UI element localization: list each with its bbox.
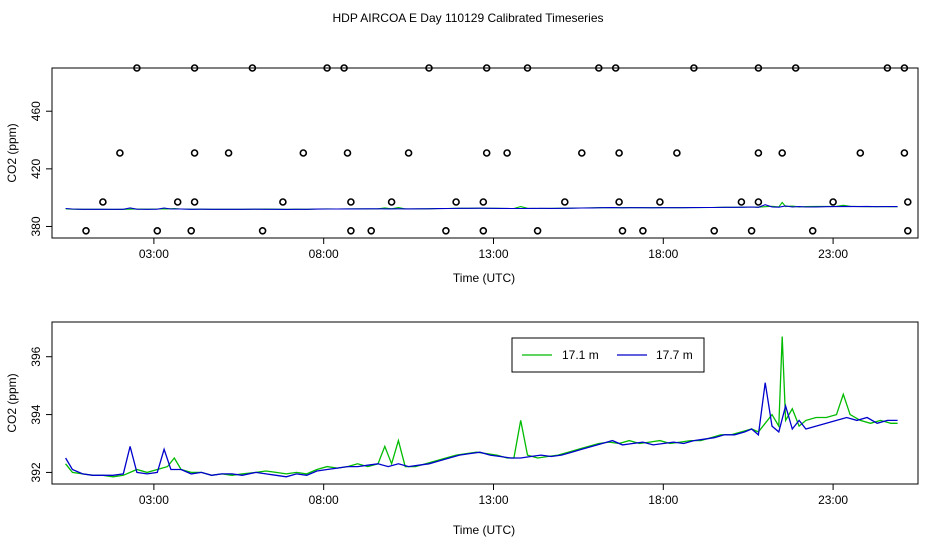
calibration-point bbox=[404, 149, 413, 157]
legend-label-17-7m: 17.7 m bbox=[656, 348, 693, 362]
calibration-point bbox=[340, 64, 348, 72]
calibration-point bbox=[690, 64, 698, 72]
calibration-point bbox=[900, 149, 909, 157]
bottom-x-axis-label: Time (UTC) bbox=[453, 523, 515, 537]
calibration-point bbox=[133, 64, 141, 72]
x-tick-label: 23:00 bbox=[818, 247, 848, 261]
calibration-point bbox=[710, 227, 719, 235]
calibration-point bbox=[116, 149, 124, 157]
series-line-17-1-m bbox=[65, 336, 898, 478]
calibration-point bbox=[747, 227, 756, 235]
calibration-point bbox=[343, 149, 352, 157]
calibration-point bbox=[452, 198, 460, 206]
calibration-point bbox=[279, 198, 287, 206]
x-tick-label: 08:00 bbox=[309, 247, 339, 261]
calibration-point bbox=[425, 64, 433, 72]
top-x-axis: 03:00 08:00 13:00 18:00 23:00 bbox=[139, 238, 848, 261]
x-tick-label: 13:00 bbox=[478, 493, 508, 507]
calibration-point bbox=[347, 227, 355, 235]
calibration-point bbox=[577, 149, 586, 157]
x-tick-label: 13:00 bbox=[478, 247, 508, 261]
calibration-point bbox=[187, 227, 195, 235]
calibration-point bbox=[190, 64, 199, 72]
calibration-point bbox=[299, 149, 308, 157]
calibration-point bbox=[479, 198, 488, 206]
calibration-point bbox=[615, 198, 623, 206]
calibration-point bbox=[190, 198, 199, 206]
bottom-series-lines bbox=[65, 336, 898, 478]
series-line-17-7-m bbox=[65, 382, 898, 478]
calibration-points bbox=[82, 64, 912, 235]
top-series-lines bbox=[65, 201, 898, 210]
calibration-point bbox=[560, 198, 569, 206]
calibration-point bbox=[900, 64, 909, 72]
calibration-point bbox=[347, 198, 355, 206]
calibration-point bbox=[258, 227, 267, 235]
top-plot-frame bbox=[51, 67, 919, 239]
calibration-point bbox=[387, 198, 396, 206]
calibration-point bbox=[639, 227, 647, 235]
calibration-point bbox=[754, 64, 763, 72]
calibration-point bbox=[523, 64, 532, 72]
calibration-point bbox=[673, 149, 681, 157]
bottom-x-axis: 03:00 08:00 13:00 18:00 23:00 bbox=[139, 484, 848, 507]
calibration-point bbox=[503, 149, 511, 157]
legend-label-17-1m: 17.1 m bbox=[562, 348, 599, 362]
y-tick-label: 460 bbox=[29, 101, 43, 121]
calibration-point bbox=[190, 149, 199, 157]
bottom-panel: 03:00 08:00 13:00 18:00 23:00 392 394 396 Time… bbox=[5, 321, 919, 537]
legend: 17.1 m 17.7 m bbox=[511, 337, 705, 373]
y-tick-label: 380 bbox=[29, 216, 43, 236]
calibration-point bbox=[479, 227, 488, 235]
x-tick-label: 18:00 bbox=[648, 247, 678, 261]
calibration-point bbox=[791, 64, 800, 72]
bottom-plot-frame bbox=[51, 321, 919, 485]
calibration-point bbox=[99, 198, 107, 206]
calibration-point bbox=[482, 149, 491, 157]
calibration-point bbox=[656, 198, 664, 206]
x-tick-label: 08:00 bbox=[309, 493, 339, 507]
calibration-point bbox=[856, 149, 865, 157]
top-y-axis-label: CO2 (ppm) bbox=[5, 123, 19, 182]
calibration-point bbox=[808, 227, 817, 235]
calibration-point bbox=[618, 227, 627, 235]
calibration-point bbox=[611, 64, 620, 72]
calibration-point bbox=[153, 227, 162, 235]
top-panel: 03:00 08:00 13:00 18:00 23:00 380 420 460 Time… bbox=[5, 64, 919, 285]
bottom-y-axis-label: CO2 (ppm) bbox=[5, 373, 19, 432]
x-tick-label: 18:00 bbox=[648, 493, 678, 507]
calibration-point bbox=[173, 198, 182, 206]
calibration-point bbox=[224, 149, 233, 157]
y-tick-label: 420 bbox=[29, 159, 43, 179]
bottom-y-axis: 392 394 396 bbox=[29, 346, 52, 482]
calibration-point bbox=[754, 198, 763, 206]
calibration-point bbox=[754, 149, 763, 157]
calibration-point bbox=[442, 227, 450, 235]
top-series-line-1 bbox=[65, 204, 898, 210]
calibration-point bbox=[883, 64, 892, 72]
calibration-point bbox=[778, 149, 787, 157]
y-tick-label: 394 bbox=[29, 404, 43, 424]
x-tick-label: 03:00 bbox=[139, 247, 169, 261]
top-y-axis: 380 420 460 bbox=[29, 101, 52, 236]
chart-title: HDP AIRCOA E Day 110129 Calibrated Times… bbox=[332, 11, 603, 25]
y-tick-label: 392 bbox=[29, 462, 43, 482]
calibration-point bbox=[82, 227, 90, 235]
calibration-point bbox=[533, 227, 542, 235]
calibration-point bbox=[829, 198, 837, 206]
calibration-point bbox=[903, 227, 912, 235]
calibration-point bbox=[248, 64, 257, 72]
calibration-point bbox=[903, 198, 912, 206]
calibration-point bbox=[737, 198, 746, 206]
calibration-point bbox=[367, 227, 376, 235]
x-tick-label: 23:00 bbox=[818, 493, 848, 507]
y-tick-label: 396 bbox=[29, 346, 43, 366]
calibration-point bbox=[615, 149, 623, 157]
calibration-point bbox=[594, 64, 603, 72]
top-x-axis-label: Time (UTC) bbox=[453, 271, 515, 285]
x-tick-label: 03:00 bbox=[139, 493, 169, 507]
calibration-point bbox=[482, 64, 491, 72]
calibration-point bbox=[323, 64, 331, 72]
